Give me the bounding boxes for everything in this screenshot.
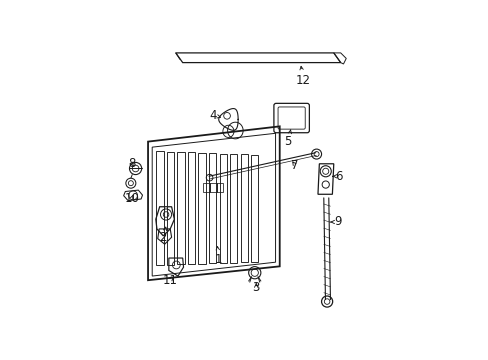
- Text: 11: 11: [163, 274, 177, 287]
- Text: 10: 10: [124, 192, 139, 205]
- Text: 6: 6: [332, 170, 343, 183]
- Text: 9: 9: [330, 216, 341, 229]
- Text: 12: 12: [295, 66, 310, 87]
- Text: 4: 4: [209, 109, 220, 122]
- Text: 1: 1: [215, 247, 222, 266]
- Text: 2: 2: [159, 227, 167, 244]
- Text: 3: 3: [252, 281, 259, 294]
- Text: 5: 5: [284, 130, 291, 148]
- Text: 8: 8: [128, 157, 135, 170]
- Text: 7: 7: [291, 159, 298, 172]
